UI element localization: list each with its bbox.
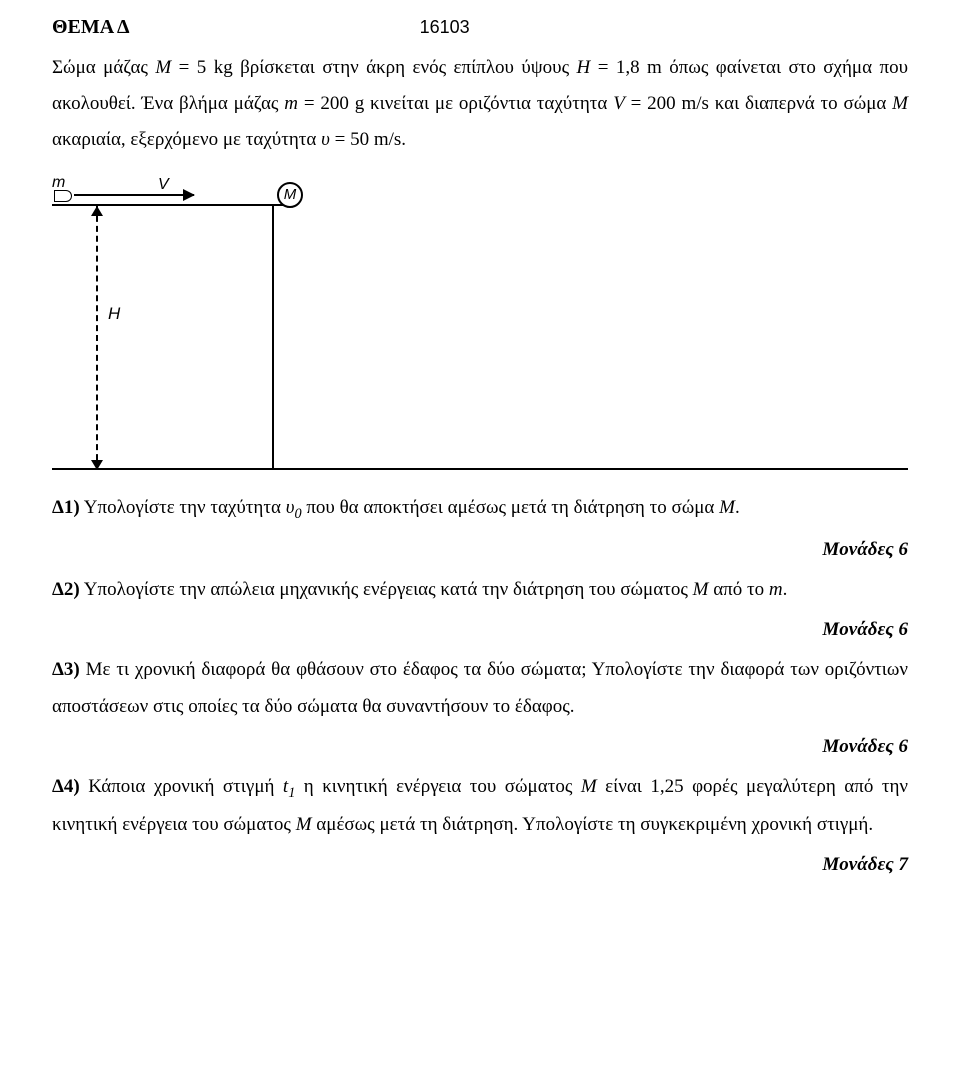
- text: = 5 kg βρίσκεται στην άκρη ενός επίπλου …: [171, 57, 576, 78]
- text: η κινητική ενέργεια του σώματος: [295, 776, 581, 797]
- text: .: [783, 579, 788, 600]
- text: 0: [294, 506, 301, 522]
- sym-t1: t1: [283, 776, 295, 797]
- d1-prefix: Δ1): [52, 497, 80, 518]
- mass-M-icon: M: [277, 182, 303, 208]
- sym-m: m: [769, 579, 783, 600]
- text: Υπολογίστε την απώλεια μηχανικής ενέργει…: [80, 579, 693, 600]
- theme-title: ΘΕΜΑ Δ: [52, 8, 130, 46]
- d3-points: Μονάδες 6: [52, 729, 908, 765]
- sym-v0: υ0: [286, 497, 302, 518]
- d4-prefix: Δ4): [52, 776, 80, 797]
- height-top-arrow-icon: [91, 206, 103, 216]
- text: = 200 m/s και διαπερνά το σώμα: [625, 93, 892, 114]
- question-d1: Δ1) Υπολογίστε την ταχύτητα υ0 που θα απ…: [52, 490, 908, 528]
- sym-M: M: [581, 776, 597, 797]
- sym-V: V: [613, 93, 625, 114]
- question-d2: Δ2) Υπολογίστε την απώλεια μηχανικής ενέ…: [52, 572, 908, 608]
- sym-M: M: [719, 497, 735, 518]
- height-bot-arrow-icon: [91, 460, 103, 470]
- header-row: ΘΕΜΑ Δ 16103: [52, 8, 908, 46]
- text: αμέσως μετά τη διάτρηση. Υπολογίστε τη σ…: [312, 814, 874, 835]
- d4-points: Μονάδες 7: [52, 847, 908, 883]
- text: Υπολογίστε την ταχύτητα: [80, 497, 286, 518]
- table-leg: [272, 204, 274, 470]
- text: = 200 g κινείται με οριζόντια ταχύτητα: [298, 93, 613, 114]
- velocity-arrow-icon: [74, 194, 194, 196]
- question-d3: Δ3) Με τι χρονική διαφορά θα φθάσουν στο…: [52, 652, 908, 724]
- sym-M: M: [693, 579, 709, 600]
- page: ΘΕΜΑ Δ 16103 Σώμα μάζας M = 5 kg βρίσκετ…: [0, 0, 960, 1078]
- sym-m: m: [284, 93, 298, 114]
- text: που θα αποκτήσει αμέσως μετά τη διάτρηση…: [302, 497, 720, 518]
- table-top: [52, 204, 292, 206]
- intro-paragraph: Σώμα μάζας M = 5 kg βρίσκεται στην άκρη …: [52, 50, 908, 158]
- text: από το: [708, 579, 768, 600]
- problem-code: 16103: [420, 10, 470, 44]
- text: .: [735, 497, 740, 518]
- label-H: H: [108, 298, 120, 330]
- question-d4: Δ4) Κάποια χρονική στιγμή t1 η κινητική …: [52, 769, 908, 843]
- text: Κάποια χρονική στιγμή: [80, 776, 283, 797]
- label-m: m: [52, 168, 65, 198]
- d1-points: Μονάδες 6: [52, 532, 908, 568]
- text: = 50 m/s.: [330, 129, 406, 150]
- d3-prefix: Δ3): [52, 659, 80, 680]
- sym-M: M: [155, 57, 171, 78]
- text: Σώμα μάζας: [52, 57, 155, 78]
- height-line: [96, 206, 98, 470]
- d2-prefix: Δ2): [52, 579, 80, 600]
- d2-points: Μονάδες 6: [52, 612, 908, 648]
- diagram: M m V H: [52, 176, 908, 476]
- sym-H: H: [577, 57, 591, 78]
- ground-line: [52, 468, 908, 470]
- sym-M2: M: [296, 814, 312, 835]
- sym-M2: Μ: [892, 93, 908, 114]
- text: Με τι χρονική διαφορά θα φθάσουν στο έδα…: [52, 659, 908, 716]
- label-V: V: [158, 170, 169, 200]
- text: ακαριαία, εξερχόμενο με ταχύτητα: [52, 129, 321, 150]
- sym-u: υ: [321, 129, 330, 150]
